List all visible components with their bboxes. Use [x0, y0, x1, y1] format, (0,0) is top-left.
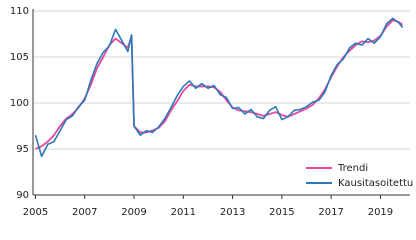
y-tick-label: 110 — [10, 6, 29, 17]
x-tick-label: 2015 — [269, 207, 294, 218]
data-line — [34, 17, 404, 158]
x-tick-label: 2013 — [220, 207, 245, 218]
chart: 90 95 100 105 110 2005 2007 2009 2011 2013 2015 201… — [10, 6, 413, 218]
y-tick-label: 90 — [16, 190, 29, 201]
legend-label: Kausitasoitettu — [338, 178, 413, 189]
x-tick-label: 2017 — [318, 207, 343, 218]
x-tick-label: 2005 — [23, 207, 48, 218]
legend-label: Trendi — [337, 163, 368, 174]
x-tick-label: 2011 — [171, 207, 196, 218]
x-tick-label: 2019 — [368, 207, 393, 218]
data-line — [35, 19, 404, 150]
x-tick-label: 2007 — [72, 207, 97, 218]
y-tick-label: 105 — [10, 52, 29, 63]
legend: Trendi Kausitasoitettu — [300, 159, 413, 191]
y-tick-label: 100 — [10, 98, 29, 109]
legend-box — [300, 159, 408, 191]
x-tick-label: 2009 — [121, 207, 146, 218]
y-tick-label: 95 — [16, 144, 29, 155]
